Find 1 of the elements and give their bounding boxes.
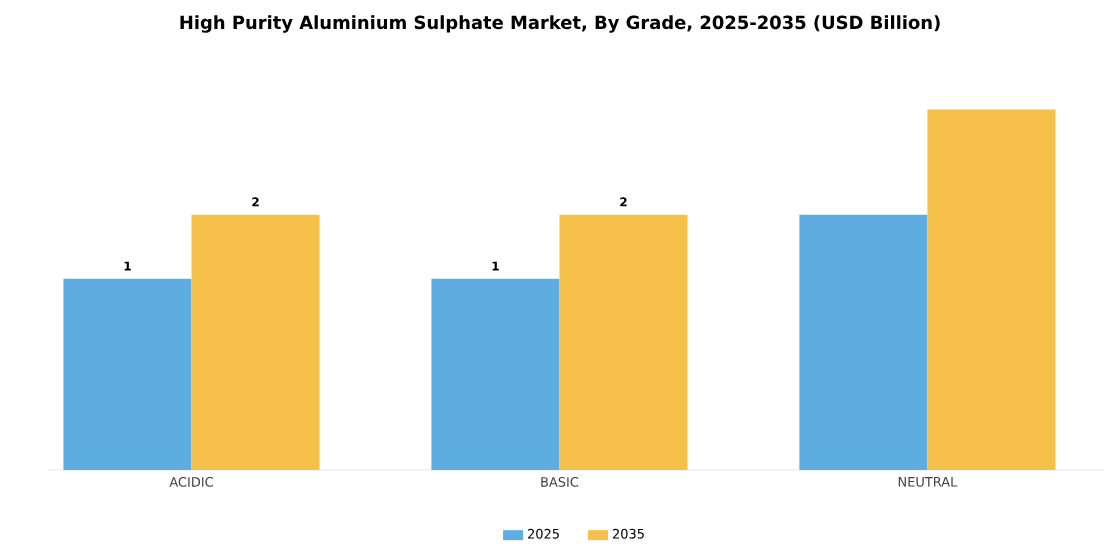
chart-title: High Purity Aluminium Sulphate Market, By Grade, 2025-2035 (USD Billion)	[180, 15, 940, 33]
